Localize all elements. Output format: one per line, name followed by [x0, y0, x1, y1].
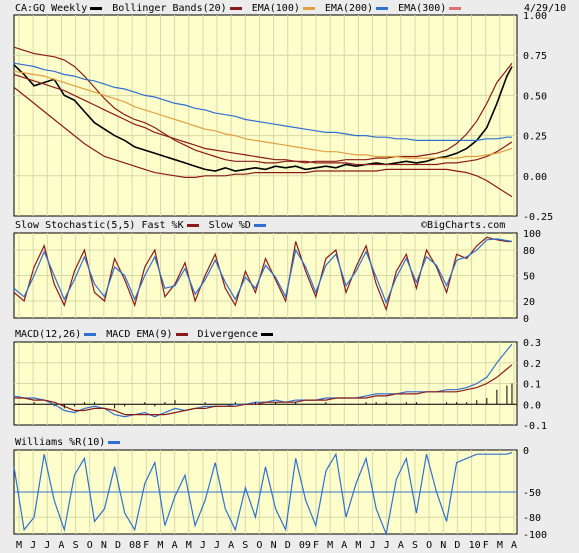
x-month-label: M	[186, 540, 192, 551]
macd-ema-swatch	[175, 332, 188, 336]
x-month-label: J	[214, 540, 220, 551]
ema200-swatch	[376, 6, 389, 10]
x-month-label: O	[87, 540, 93, 551]
ema100-legend-label: EMA(100)	[251, 3, 300, 14]
y-tick-label: 0.3	[523, 338, 541, 349]
x-month-label: S	[412, 540, 418, 551]
y-tick-label: -100	[523, 530, 547, 541]
y-tick-label: -80	[523, 513, 541, 524]
y-tick-label: 0	[523, 314, 529, 325]
series-line-1-0	[13, 236, 512, 312]
slowd-legend-label: Slow %D	[208, 220, 251, 231]
x-month-label: S	[242, 540, 248, 551]
y-tick-label: 0	[523, 446, 529, 457]
ema300-legend-label: EMA(300)	[398, 3, 447, 14]
x-month-label: N	[101, 540, 107, 551]
y-tick-label: 0.75	[523, 51, 547, 62]
bollinger-swatch	[229, 6, 242, 10]
x-month-label: J	[200, 540, 206, 551]
divergence-swatch	[260, 332, 273, 336]
y-tick-label: 80	[523, 246, 535, 257]
y-tick-label: 0.2	[523, 359, 541, 370]
macd-swatch	[84, 332, 97, 336]
x-month-label: A	[511, 540, 517, 551]
williams-title: Williams %R(10)	[15, 437, 106, 448]
divergence-legend-label: Divergence	[197, 329, 258, 340]
y-tick-label: 1.00	[523, 11, 547, 22]
x-month-label: F	[313, 540, 319, 551]
price-title: CA:GQ Weekly	[15, 3, 88, 14]
stochastic-title: Slow Stochastic(5,5)	[15, 220, 136, 231]
x-month-label: A	[58, 540, 64, 551]
fastk-swatch	[186, 223, 199, 227]
x-month-label: A	[172, 540, 178, 551]
plot-area-0	[13, 14, 518, 217]
price-swatch	[90, 6, 103, 10]
x-month-label: A	[228, 540, 234, 551]
y-tick-label: 0.00	[523, 172, 547, 183]
bigcharts-credit: ©BigCharts.com	[421, 220, 506, 231]
series-line-0-1	[13, 46, 513, 164]
ema100-swatch	[302, 6, 315, 10]
series-line-2-1	[14, 364, 513, 416]
y-tick-label: 0.25	[523, 132, 547, 143]
x-month-label: M	[16, 540, 22, 551]
stochastic-panel-header: Slow Stochastic(5,5) Fast %K Slow %D	[15, 220, 270, 232]
x-month-label: F	[483, 540, 489, 551]
series-line-0-5	[13, 62, 512, 141]
x-month-label: 09	[299, 540, 311, 551]
macd-ema-legend-label: MACD EMA(9)	[106, 329, 173, 340]
x-month-label: A	[398, 540, 404, 551]
series-line-1-1	[13, 238, 513, 305]
x-month-label: J	[384, 540, 390, 551]
williams-panel-header: Williams %R(10)	[15, 437, 124, 449]
y-tick-label: 100	[523, 229, 541, 240]
y-tick-label: 0.50	[523, 91, 547, 102]
macd-panel-header: MACD(12,26) MACD EMA(9) Divergence	[15, 329, 277, 341]
macd-title: MACD(12,26)	[15, 329, 82, 340]
x-month-label: N	[440, 540, 446, 551]
y-tick-label: 20	[523, 297, 535, 308]
x-month-label: J	[44, 540, 50, 551]
x-month-label: M	[157, 540, 163, 551]
fastk-legend-label: Fast %K	[141, 220, 184, 231]
ema200-legend-label: EMA(200)	[324, 3, 374, 14]
slowd-swatch	[253, 223, 266, 227]
chart-date: 4/29/10	[524, 3, 567, 14]
y-tick-label: 0.1	[523, 380, 541, 391]
y-tick-label: -50	[523, 488, 541, 499]
x-month-label: J	[370, 540, 376, 551]
y-tick-label: -0.1	[523, 421, 547, 432]
x-month-label: M	[497, 540, 503, 551]
series-line-0-2	[13, 86, 513, 198]
x-month-label: J	[30, 540, 36, 551]
series-line-0-4	[13, 70, 513, 159]
x-month-label: M	[355, 540, 361, 551]
bollinger-legend-label: Bollinger Bands(20)	[112, 3, 227, 14]
x-month-label: A	[341, 540, 347, 551]
x-month-label: F	[143, 540, 149, 551]
x-month-label: O	[426, 540, 432, 551]
x-month-label: N	[271, 540, 277, 551]
y-tick-label: -0.25	[523, 212, 553, 223]
x-month-label: 08	[129, 540, 141, 551]
ema300-swatch	[449, 6, 462, 10]
x-month-label: D	[454, 540, 460, 551]
williams-swatch	[108, 440, 121, 444]
x-month-label: M	[327, 540, 333, 551]
x-month-label: D	[285, 540, 291, 551]
x-month-label: O	[256, 540, 262, 551]
series-line-3-0	[13, 451, 513, 537]
series-line-0-3	[13, 73, 513, 166]
price-panel-header: CA:GQ Weekly Bollinger Bands(20) EMA(100…	[15, 3, 465, 15]
y-tick-label: 0.0	[523, 400, 541, 411]
x-month-label: 10	[469, 540, 481, 551]
y-tick-label: 50	[523, 272, 535, 283]
series-line-0-0	[13, 64, 513, 172]
x-month-label: D	[115, 540, 121, 551]
x-month-label: S	[73, 540, 79, 551]
